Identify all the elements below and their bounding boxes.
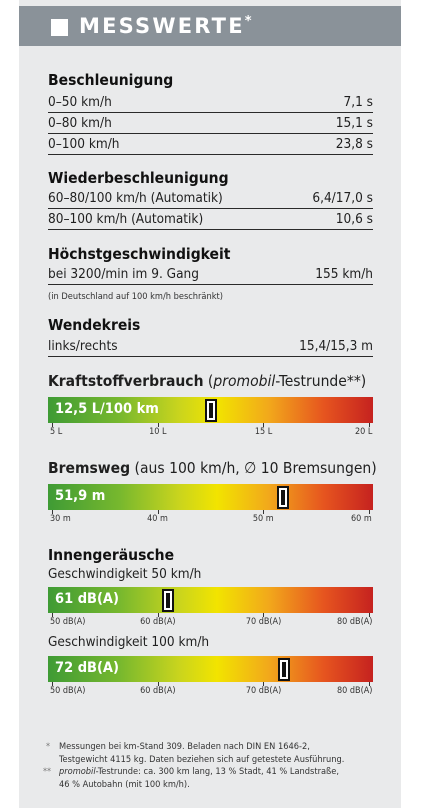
- braking-axis: 30 m 40 m 50 m 60 m: [48, 510, 373, 528]
- noise-50-marker: [162, 589, 175, 612]
- noise-heading: Innengeräusche: [48, 546, 175, 564]
- fuel-axis: 5 L 10 L 15 L 20 L: [48, 423, 373, 441]
- axis-tick-line: [369, 510, 370, 514]
- axis-tick-label: 60 dB(A): [140, 617, 176, 627]
- noise-100-label: Geschwindigkeit 100 km/h: [48, 634, 210, 650]
- axis-tick-label: 50 dB(A): [50, 617, 86, 627]
- footnote-line: Messungen bei km-Stand 309. Beladen nach…: [59, 741, 310, 752]
- noise-100-axis: 50 dB(A) 60 dB(A) 70 dB(A) 80 dB(A): [48, 682, 373, 700]
- axis-tick-label: 50 m: [252, 514, 274, 524]
- fuel-marker: [204, 399, 217, 422]
- acceleration-row: 0–100 km/h 23,8 s: [48, 135, 373, 155]
- braking-value: 51,9 m: [55, 488, 106, 504]
- axis-tick-label: 50 dB(A): [50, 686, 86, 696]
- axis-tick-label: 40 m: [147, 514, 168, 524]
- section-header: MESSWERTE*: [19, 6, 401, 46]
- braking-heading: Bremsweg (aus 100 km/h, ∅ 10 Bremsungen): [48, 459, 377, 477]
- axis-tick-label: 70 dB(A): [245, 617, 282, 627]
- re-acceleration-row: 80–100 km/h (Automatik) 10,6 s: [48, 210, 373, 230]
- footnote-line: promobil-Testrunde: ca. 300 km lang, 13 …: [59, 766, 339, 777]
- axis-tick-label: 80 dB(A): [337, 686, 373, 696]
- axis-tick-line: [369, 613, 370, 617]
- fuel-heading: Kraftstoffverbrauch (promobil-Testrunde*…: [48, 372, 367, 390]
- axis-tick-line: [157, 510, 159, 514]
- noise-50-axis: 50 dB(A) 60 dB(A) 70 dB(A) 80 dB(A): [48, 613, 373, 631]
- axis-tick-line: [369, 682, 370, 686]
- axis-tick-line: [52, 682, 53, 686]
- re-acceleration-heading: Wiederbeschleunigung: [48, 169, 229, 187]
- turning-circle-row: links/rechts 15,4/15,3 m: [48, 337, 373, 357]
- axis-tick-line: [52, 510, 53, 514]
- fuel-value: 12,5 L/100 km: [55, 401, 159, 417]
- noise-100-value: 72 dB(A): [55, 660, 119, 676]
- turning-circle-heading: Wendekreis: [48, 316, 141, 334]
- re-acceleration-row: 60–80/100 km/h (Automatik) 6,4/17,0 s: [48, 189, 373, 209]
- axis-tick-label: 15 L: [254, 427, 273, 437]
- axis-tick-label: 60 m: [351, 514, 372, 524]
- noise-50-gauge-bar: 61 dB(A): [48, 587, 373, 613]
- axis-tick-label: 30 m: [50, 514, 71, 524]
- fuel-gauge-bar: 12,5 L/100 km: [48, 397, 373, 423]
- acceleration-heading: Beschleunigung: [48, 71, 174, 89]
- axis-tick-label: 20 L: [355, 427, 373, 437]
- axis-tick-line: [157, 682, 159, 686]
- axis-tick-label: 80 dB(A): [337, 617, 373, 627]
- axis-tick-line: [369, 423, 370, 427]
- axis-tick-line: [157, 613, 159, 617]
- acceleration-row: 0–80 km/h 15,1 s: [48, 114, 373, 134]
- noise-50-label: Geschwindigkeit 50 km/h: [48, 566, 202, 582]
- footnote-line: 46 % Autobahn (mit 100 km/h).: [59, 778, 190, 790]
- acceleration-row: 0–50 km/h 7,1 s: [48, 93, 373, 113]
- header-square-icon: [51, 19, 68, 36]
- top-speed-note: (in Deutschland auf 100 km/h beschränkt): [48, 291, 223, 302]
- top-speed-heading: Höchstgeschwindigkeit: [48, 245, 231, 263]
- footnote-line: Testgewicht 4115 kg. Daten beziehen sich…: [59, 753, 345, 765]
- axis-tick-line: [52, 613, 53, 617]
- noise-50-value: 61 dB(A): [55, 591, 119, 607]
- axis-tick-label: 10 L: [149, 427, 167, 437]
- axis-tick-line: [52, 423, 53, 427]
- section-title: MESSWERTE*: [79, 14, 254, 38]
- footnotes: * Messungen bei km-Stand 309. Beladen na…: [43, 741, 381, 791]
- axis-tick-line: [263, 423, 265, 427]
- axis-tick-label: 70 dB(A): [245, 686, 282, 696]
- braking-gauge-bar: 51,9 m: [48, 484, 373, 510]
- braking-marker: [277, 486, 290, 509]
- noise-100-marker: [278, 658, 291, 681]
- axis-tick-label: 5 L: [50, 427, 63, 437]
- noise-100-gauge-bar: 72 dB(A): [48, 656, 373, 682]
- axis-tick-line: [263, 682, 265, 686]
- axis-tick-line: [157, 423, 159, 427]
- top-speed-row: bei 3200/min im 9. Gang 155 km/h: [48, 265, 373, 285]
- axis-tick-line: [263, 510, 265, 514]
- axis-tick-line: [263, 613, 265, 617]
- axis-tick-label: 60 dB(A): [140, 686, 176, 696]
